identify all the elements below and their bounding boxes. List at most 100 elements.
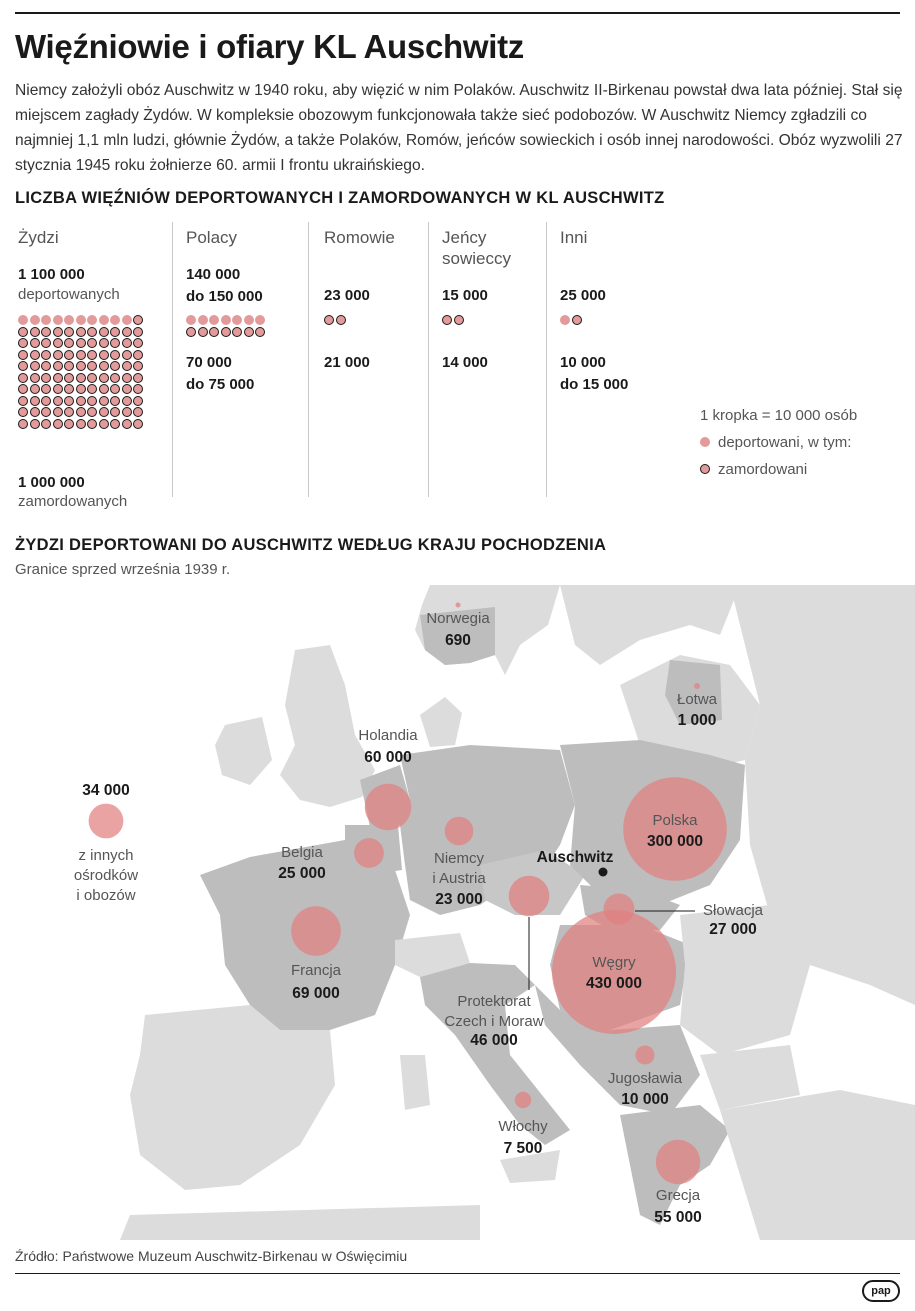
murdered-dot bbox=[87, 361, 97, 371]
murdered-dot bbox=[133, 407, 143, 417]
murdered-dot bbox=[18, 349, 28, 360]
map-leader-lines bbox=[528, 910, 695, 990]
murdered-dot bbox=[121, 372, 132, 383]
land-ireland bbox=[215, 717, 272, 785]
murdered-dot bbox=[121, 338, 132, 348]
murdered-dot bbox=[29, 338, 40, 348]
map-subtitle: Granice sprzed września 1939 r. bbox=[15, 561, 231, 578]
murdered-dot bbox=[571, 315, 582, 325]
murdered-dot bbox=[64, 349, 74, 360]
bubble-holandia bbox=[364, 783, 412, 831]
deported-dot bbox=[98, 315, 109, 325]
country-value: 430 000 bbox=[586, 975, 642, 992]
deported-note: deportowanych bbox=[18, 286, 120, 303]
murdered-dot bbox=[98, 338, 109, 348]
murdered-dot bbox=[41, 395, 51, 406]
murdered-dot bbox=[133, 315, 143, 325]
murdered-dot bbox=[110, 326, 120, 337]
deported-dot bbox=[186, 315, 196, 325]
country-name: Łotwa bbox=[677, 691, 718, 708]
murdered-dot bbox=[243, 326, 254, 337]
murdered-dot bbox=[64, 418, 74, 429]
murdered-dot bbox=[98, 418, 109, 429]
country-name: Włochy bbox=[498, 1118, 548, 1135]
auschwitz-label: Auschwitz bbox=[537, 849, 614, 866]
murdered-dot bbox=[18, 372, 28, 383]
murdered-dot bbox=[64, 384, 74, 394]
legend-scale-text: 1 kropka = 10 000 osób bbox=[700, 407, 858, 424]
murdered-dot bbox=[64, 372, 74, 383]
murdered-dot bbox=[64, 395, 74, 406]
murdered-dot bbox=[87, 372, 97, 383]
legend-deported: deportowani, w tym: bbox=[700, 429, 857, 456]
country-value: 55 000 bbox=[654, 1209, 701, 1226]
bubble-jugoslawia bbox=[635, 1045, 655, 1065]
deported-dot bbox=[121, 315, 132, 325]
land-italy bbox=[420, 963, 570, 1145]
source-note: Źródło: Państwowe Muzeum Auschwitz-Birke… bbox=[15, 1248, 408, 1264]
murdered-dot bbox=[87, 384, 97, 394]
group-label: Romowie bbox=[324, 228, 395, 247]
deported-dot bbox=[197, 315, 208, 325]
land-romania bbox=[680, 905, 810, 1055]
country-value: 46 000 bbox=[470, 1032, 517, 1049]
legend-murdered: zamordowani bbox=[700, 456, 857, 483]
murdered-dot bbox=[133, 384, 143, 394]
murdered-dot bbox=[64, 361, 74, 371]
murdered-dot bbox=[75, 372, 86, 383]
country-name: Belgia bbox=[281, 844, 323, 861]
top-rule bbox=[15, 12, 900, 14]
deported-dot bbox=[560, 315, 570, 325]
land-bulgaria bbox=[700, 1045, 800, 1110]
page-title: Więźniowie i ofiary KL Auschwitz bbox=[15, 28, 525, 65]
murdered-dot bbox=[18, 418, 28, 429]
bubble-lotwa bbox=[694, 683, 700, 689]
country-name: Holandia bbox=[358, 727, 418, 744]
murdered-dot bbox=[29, 361, 40, 371]
land-sardinia bbox=[400, 1055, 430, 1110]
column-divider bbox=[172, 222, 173, 497]
country-value: 7 500 bbox=[504, 1140, 543, 1157]
land-norway bbox=[420, 607, 495, 665]
country-value: 1 000 bbox=[678, 712, 717, 729]
country-value: 690 bbox=[445, 632, 471, 649]
country-name: Jugosławia bbox=[608, 1070, 683, 1087]
murdered-dot bbox=[75, 338, 86, 348]
murdered-dot bbox=[52, 395, 63, 406]
murdered-dot bbox=[64, 326, 74, 337]
group-label: Inni bbox=[560, 228, 588, 247]
murdered-dot bbox=[110, 395, 120, 406]
country-name: Polska bbox=[652, 812, 698, 829]
murdered-dot bbox=[110, 338, 120, 348]
murdered-dot bbox=[98, 361, 109, 371]
country-name: Węgry bbox=[592, 954, 636, 971]
murdered-dot bbox=[442, 315, 452, 325]
murdered-dot bbox=[41, 361, 51, 371]
murdered-dot bbox=[110, 407, 120, 417]
murdered-dot bbox=[52, 338, 63, 348]
deported-dot bbox=[18, 315, 28, 325]
land-ussr bbox=[730, 585, 915, 1005]
bubble-niemcy bbox=[444, 816, 474, 846]
murdered-dot bbox=[41, 338, 51, 348]
murdered-dot bbox=[87, 326, 97, 337]
bubble-norwegia bbox=[455, 602, 461, 608]
column-divider bbox=[308, 222, 309, 497]
deported-dot bbox=[255, 315, 265, 325]
murdered-dot bbox=[197, 326, 208, 337]
murdered-dot bbox=[29, 349, 40, 360]
bubble-grecja bbox=[655, 1139, 701, 1185]
murdered-dot bbox=[52, 418, 63, 429]
murdered-dot bbox=[87, 418, 97, 429]
murdered-dot bbox=[255, 326, 265, 337]
country-name: Niemcy i Austria bbox=[432, 850, 486, 887]
deported-value: 1 100 000 bbox=[18, 266, 85, 283]
murdered-dot bbox=[41, 384, 51, 394]
murdered-dot-icon bbox=[700, 463, 710, 474]
deported-dot bbox=[110, 315, 120, 325]
group-jews: Żydzi 1 100 000 deportowanych 1 000 000 … bbox=[18, 222, 168, 510]
deported-dot bbox=[52, 315, 63, 325]
country-name: Słowacja bbox=[703, 902, 764, 919]
murdered-dot bbox=[18, 338, 28, 348]
murdered-dot bbox=[98, 372, 109, 383]
